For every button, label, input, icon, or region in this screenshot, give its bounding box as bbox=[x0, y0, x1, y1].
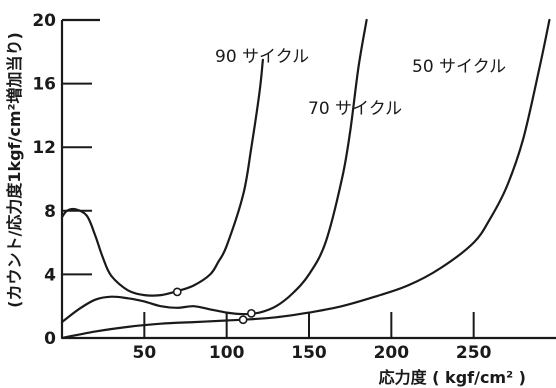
y-tick-label-0: 0 bbox=[44, 329, 56, 349]
curves bbox=[60, 18, 551, 340]
series-50-cycles-marker bbox=[238, 315, 248, 325]
x-tick-label-100: 100 bbox=[209, 343, 245, 363]
series-70-cycles-label: 70 サイクル bbox=[308, 99, 402, 119]
series-70-cycles-marker bbox=[246, 308, 256, 318]
series-50-cycles-label: 50 サイクル bbox=[412, 57, 506, 77]
y-tick-label-12: 12 bbox=[32, 138, 56, 158]
y-tick-label-4: 4 bbox=[44, 265, 56, 285]
x-tick-label-150: 150 bbox=[291, 343, 327, 363]
series-50-cycles-line bbox=[60, 18, 551, 340]
x-axis-title: 応力度 ( kgf/cm² ) bbox=[379, 368, 526, 387]
series-90-cycles-marker bbox=[172, 287, 182, 297]
series-90-cycles-line bbox=[60, 58, 264, 297]
x-tick-label-250: 250 bbox=[456, 343, 492, 363]
y-axis-title: (カウント/応力度1kgf/cm²増加当り) bbox=[5, 32, 24, 308]
y-tick-label-20: 20 bbox=[32, 11, 56, 31]
markers bbox=[172, 287, 256, 325]
x-tick-label-50: 50 bbox=[132, 343, 156, 363]
ticks: 0 4 8 12 16 20 50 100 150 200 250 bbox=[32, 11, 491, 363]
y-tick-label-16: 16 bbox=[32, 75, 56, 95]
y-tick-label-8: 8 bbox=[44, 202, 56, 222]
series-70-cycles-line bbox=[60, 18, 368, 324]
x-tick-label-200: 200 bbox=[374, 343, 410, 363]
series-90-cycles-label: 90 サイクル bbox=[215, 47, 309, 67]
